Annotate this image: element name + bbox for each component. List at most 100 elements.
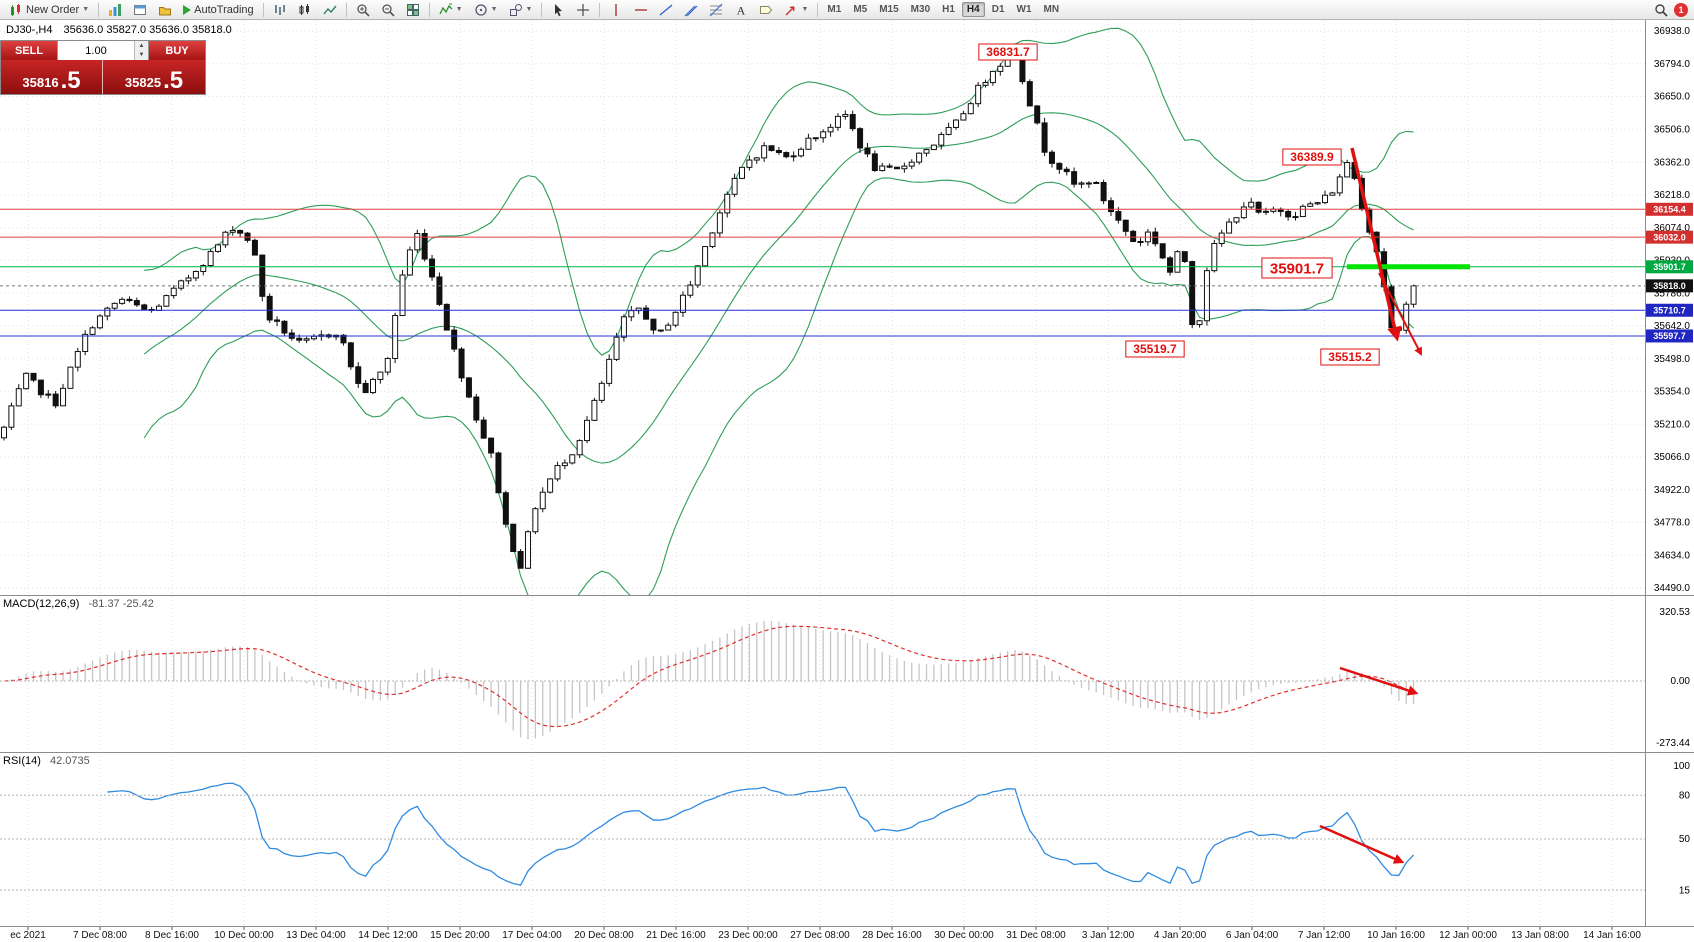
tile-windows-icon <box>406 3 420 17</box>
fibonacci-icon <box>709 3 723 17</box>
line-chart-button[interactable] <box>318 1 342 19</box>
cycles-button[interactable]: ▼ <box>469 1 503 19</box>
svg-text:36831.7: 36831.7 <box>986 45 1030 59</box>
main-toolbar: New Order ▼ AutoTrading ▼ ▼ ▼ A <box>0 0 1694 20</box>
volume-up-button[interactable]: ▲ <box>135 41 148 51</box>
zoom-in-icon <box>356 3 370 17</box>
price-chart[interactable]: 36938.0 36794.0 36650.0 36506.0 36362.0 36218… <box>0 20 1694 942</box>
indicators-button[interactable]: ▼ <box>434 1 468 19</box>
svg-text:36218.0: 36218.0 <box>1654 190 1691 201</box>
timeframe-M1[interactable]: M1 <box>827 4 842 15</box>
objects-button[interactable]: ▼ <box>504 1 538 19</box>
macd-axis: 320.53 0.00 -273.44 <box>0 607 1690 749</box>
cursor-button[interactable] <box>546 1 570 19</box>
svg-text:35901.7: 35901.7 <box>1270 260 1324 277</box>
svg-text:35515.2: 35515.2 <box>1328 350 1372 364</box>
bar-chart-icon <box>273 3 287 17</box>
new-order-icon <box>9 3 23 17</box>
svg-text:15 Dec 20:00: 15 Dec 20:00 <box>430 930 490 941</box>
vertical-line-icon <box>609 3 623 17</box>
candlestick-chart-icon <box>298 3 312 17</box>
new-order-button[interactable]: New Order ▼ <box>4 1 94 19</box>
navigator-icon <box>158 3 172 17</box>
rsi-axis: 100 80 50 15 <box>0 761 1690 896</box>
trend-arrows <box>1319 147 1422 864</box>
svg-text:30 Dec 00:00: 30 Dec 00:00 <box>934 930 994 941</box>
timeframe-H1[interactable]: H1 <box>942 4 955 15</box>
volume-down-button[interactable]: ▼ <box>135 50 148 60</box>
arrows-button[interactable]: ▼ <box>779 1 813 19</box>
rsi-label-row: RSI(14) 42.0735 <box>3 755 90 767</box>
ohlc-values: 35636.0 35827.0 35636.0 35818.0 <box>63 24 232 36</box>
fibonacci-button[interactable] <box>704 1 728 19</box>
channel-button[interactable] <box>679 1 703 19</box>
crosshair-button[interactable] <box>571 1 595 19</box>
svg-text:14 Dec 12:00: 14 Dec 12:00 <box>358 930 418 941</box>
timeframe-D1[interactable]: D1 <box>991 4 1005 15</box>
chart-ohlc-header: DJ30-,H4 35636.0 35827.0 35636.0 35818.0 <box>6 24 232 36</box>
timeframe-M5[interactable]: M5 <box>853 4 868 15</box>
svg-text:8 Dec 16:00: 8 Dec 16:00 <box>145 930 199 941</box>
buy-price-main: 35825 <box>124 74 162 90</box>
svg-text:6 Jan 04:00: 6 Jan 04:00 <box>1226 930 1279 941</box>
autotrading-button[interactable]: AutoTrading <box>178 2 259 18</box>
chevron-down-icon: ▼ <box>525 6 533 13</box>
sell-price-display[interactable]: 35816 .5 <box>1 60 103 94</box>
volume-value[interactable]: 1.00 <box>85 44 107 57</box>
svg-text:17 Dec 04:00: 17 Dec 04:00 <box>502 930 562 941</box>
svg-text:3 Jan 12:00: 3 Jan 12:00 <box>1082 930 1135 941</box>
svg-text:35901.7: 35901.7 <box>1653 262 1686 272</box>
text-button[interactable]: A <box>729 1 753 19</box>
svg-text:36506.0: 36506.0 <box>1654 124 1691 135</box>
timeframe-H4[interactable]: H4 <box>961 2 985 17</box>
timeframe-MN[interactable]: MN <box>1043 4 1060 15</box>
timeframe-M15[interactable]: M15 <box>879 4 899 15</box>
channel-icon <box>684 3 698 17</box>
horizontal-line-button[interactable] <box>629 1 653 19</box>
volume-field[interactable]: 1.00 ▲ ▼ <box>57 41 149 60</box>
macd-panel <box>3 620 1415 740</box>
buy-button[interactable]: BUY <box>149 41 205 60</box>
navigator-button[interactable] <box>153 1 177 19</box>
search-icon[interactable] <box>1654 3 1668 17</box>
zoom-out-button[interactable] <box>376 1 400 19</box>
chevron-down-icon: ▼ <box>455 6 463 13</box>
time-axis: ec 2021 7 Dec 08:00 8 Dec 16:00 10 Dec 00:0… <box>10 926 1641 941</box>
notification-badge[interactable]: 1 <box>1674 2 1688 17</box>
svg-text:36362.0: 36362.0 <box>1654 157 1691 168</box>
candlesticks <box>1 55 1417 570</box>
zoom-in-button[interactable] <box>351 1 375 19</box>
label-button[interactable] <box>754 1 778 19</box>
svg-text:35066.0: 35066.0 <box>1654 452 1691 463</box>
vertical-line-button[interactable] <box>604 1 628 19</box>
charts-button[interactable] <box>103 1 127 19</box>
data-window-button[interactable] <box>128 1 152 19</box>
svg-text:34922.0: 34922.0 <box>1654 485 1691 496</box>
trendline-button[interactable] <box>654 1 678 19</box>
cursor-icon <box>551 3 565 17</box>
macd-values: -81.37 -25.42 <box>88 598 154 610</box>
tile-windows-button[interactable] <box>401 1 425 19</box>
shapes-icon <box>509 3 523 17</box>
toolbar-separator <box>428 2 430 17</box>
svg-text:36794.0: 36794.0 <box>1654 59 1691 70</box>
timeframe-W1[interactable]: W1 <box>1016 4 1032 15</box>
timeframe-M30[interactable]: M30 <box>910 4 931 15</box>
svg-text:36938.0: 36938.0 <box>1654 26 1691 37</box>
svg-text:13 Dec 04:00: 13 Dec 04:00 <box>286 930 346 941</box>
svg-text:36074.0: 36074.0 <box>1654 223 1691 234</box>
svg-text:50: 50 <box>1679 834 1691 845</box>
data-window-icon <box>133 3 147 17</box>
candlestick-chart-button[interactable] <box>293 1 317 19</box>
sell-button[interactable]: SELL <box>1 41 57 60</box>
svg-text:10 Jan 16:00: 10 Jan 16:00 <box>1367 930 1425 941</box>
svg-text:ec 2021: ec 2021 <box>10 930 46 941</box>
svg-text:34490.0: 34490.0 <box>1654 583 1691 594</box>
svg-text:31 Dec 08:00: 31 Dec 08:00 <box>1006 930 1066 941</box>
charts-icon <box>108 3 122 17</box>
buy-price-display[interactable]: 35825 .5 <box>103 60 205 94</box>
svg-text:23 Dec 00:00: 23 Dec 00:00 <box>718 930 778 941</box>
svg-text:0.00: 0.00 <box>1671 676 1691 687</box>
bar-chart-button[interactable] <box>268 1 292 19</box>
